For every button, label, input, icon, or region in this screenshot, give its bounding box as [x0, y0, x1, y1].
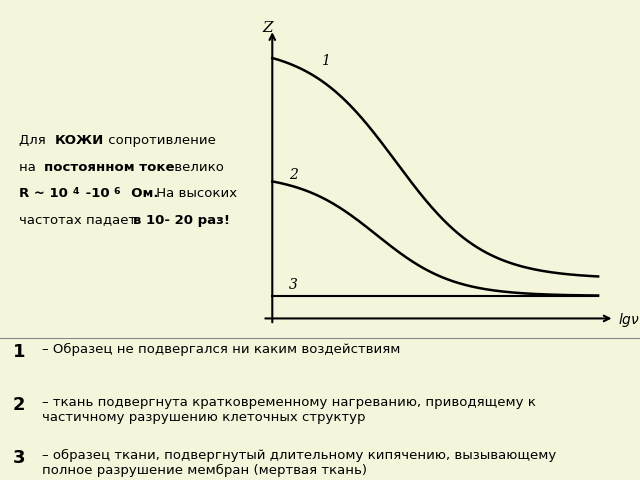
- Text: 1: 1: [13, 343, 26, 361]
- Text: частотах падает: частотах падает: [19, 214, 141, 227]
- Text: 3: 3: [289, 278, 298, 292]
- Text: На высоких: На высоких: [152, 187, 237, 200]
- Text: 1: 1: [321, 54, 330, 69]
- Text: -10: -10: [81, 187, 110, 200]
- Text: – ткань подвергнута кратковременному нагреванию, приводящему к
частичному разруш: – ткань подвергнута кратковременному наг…: [42, 396, 536, 424]
- Text: 2: 2: [289, 168, 298, 182]
- Text: в 10- 20 раз!: в 10- 20 раз!: [133, 214, 230, 227]
- Text: R ~ 10: R ~ 10: [19, 187, 68, 200]
- Text: сопротивление: сопротивление: [104, 134, 216, 147]
- Text: – образец ткани, подвергнутый длительному кипячению, вызывающему
полное разрушен: – образец ткани, подвергнутый длительном…: [42, 449, 556, 477]
- Text: велико: велико: [170, 161, 223, 174]
- Text: КОЖИ: КОЖИ: [54, 134, 104, 147]
- Text: 6: 6: [113, 187, 120, 196]
- Text: – Образец не подвергался ни каким воздействиям: – Образец не подвергался ни каким воздей…: [42, 343, 400, 356]
- Text: 3: 3: [13, 449, 26, 467]
- Text: на: на: [19, 161, 40, 174]
- Text: Z: Z: [262, 21, 273, 35]
- Text: $lg\nu$: $lg\nu$: [618, 311, 640, 329]
- Text: Для: Для: [19, 134, 50, 147]
- Text: 4: 4: [72, 187, 79, 196]
- Text: Ом.: Ом.: [122, 187, 159, 200]
- Text: 2: 2: [13, 396, 26, 414]
- Text: постоянном токе: постоянном токе: [44, 161, 174, 174]
